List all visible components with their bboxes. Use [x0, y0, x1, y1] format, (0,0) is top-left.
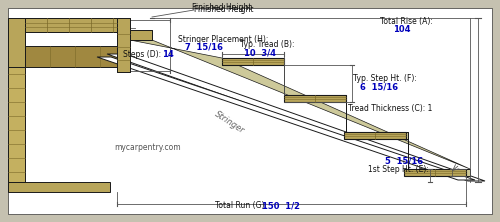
Bar: [25, 18, 117, 32]
Text: Typ. Tread (B):: Typ. Tread (B):: [240, 40, 294, 49]
Bar: [404, 169, 466, 176]
Text: Tread Thickness (C): 1: Tread Thickness (C): 1: [348, 104, 432, 113]
Text: 7  15/16: 7 15/16: [185, 43, 223, 52]
Bar: [344, 132, 406, 139]
Text: Finished Height: Finished Height: [192, 4, 252, 12]
Polygon shape: [222, 58, 470, 176]
Text: 150  1/2: 150 1/2: [262, 201, 300, 210]
Polygon shape: [107, 54, 485, 181]
Bar: [25, 18, 117, 32]
Text: 6  15/16: 6 15/16: [360, 82, 398, 91]
Text: 14: 14: [162, 50, 174, 59]
Polygon shape: [222, 58, 470, 176]
Bar: [25, 46, 117, 67]
Bar: [130, 30, 152, 40]
Bar: [117, 18, 130, 72]
Polygon shape: [97, 57, 475, 180]
Polygon shape: [130, 40, 470, 169]
Text: Steps (D):: Steps (D):: [123, 50, 161, 59]
Bar: [117, 18, 130, 72]
Text: 1st Step Ht. (E):: 1st Step Ht. (E):: [368, 165, 429, 174]
Bar: [222, 58, 284, 65]
Text: Stringer: Stringer: [214, 109, 246, 135]
Text: Total Rise (A):: Total Rise (A):: [380, 17, 433, 26]
Text: 104: 104: [393, 25, 410, 34]
Text: 10  3/4: 10 3/4: [244, 48, 276, 57]
Text: Typ. Step Ht. (F):: Typ. Step Ht. (F):: [353, 74, 417, 83]
Bar: [8, 67, 25, 182]
Bar: [8, 182, 110, 192]
Text: Finished Height: Finished Height: [194, 6, 254, 14]
Bar: [284, 95, 346, 102]
Bar: [130, 30, 152, 40]
Text: mycarpentry.com: mycarpentry.com: [114, 143, 182, 151]
Text: Total Run (G):: Total Run (G):: [215, 201, 267, 210]
Bar: [8, 18, 25, 67]
Text: Stringer Placement (H):: Stringer Placement (H):: [178, 35, 268, 44]
Text: 5  15/16: 5 15/16: [385, 157, 423, 166]
Bar: [8, 18, 25, 67]
